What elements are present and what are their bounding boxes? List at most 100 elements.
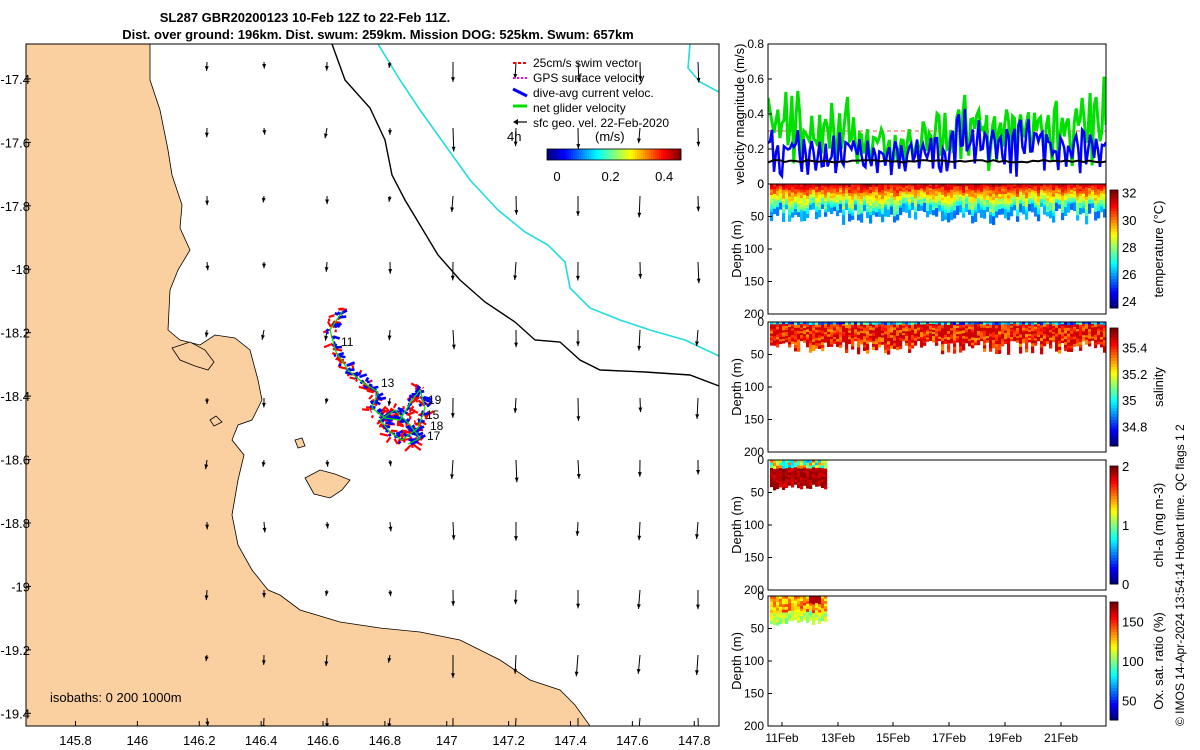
dive-avg-current — [399, 420, 405, 424]
section-cell — [956, 332, 960, 335]
section-cell — [1082, 188, 1086, 192]
section-cell — [857, 337, 861, 342]
section-cell — [980, 196, 984, 200]
section-cell — [917, 197, 921, 201]
section-cell — [929, 186, 933, 189]
section-cell — [782, 483, 786, 488]
section-cell — [1022, 324, 1026, 327]
section-cell — [923, 185, 927, 189]
colorbar-swatch — [547, 149, 550, 160]
section-cell — [869, 323, 873, 327]
section-cell — [806, 617, 810, 621]
section-cell — [782, 471, 786, 476]
section-cell — [791, 328, 795, 332]
section-cell — [800, 601, 804, 605]
section-cell — [857, 205, 861, 209]
section-cell — [890, 188, 894, 192]
section-cell — [932, 331, 936, 335]
section-cell — [908, 340, 912, 344]
section-cell — [860, 195, 864, 200]
section-cell — [1043, 331, 1047, 335]
section-cell — [887, 199, 891, 203]
section-cell — [1046, 209, 1050, 213]
section-cell — [1064, 333, 1068, 337]
section-cell — [803, 330, 807, 333]
section-cell — [1085, 333, 1089, 336]
section-cell — [782, 192, 786, 197]
section-cell — [1016, 328, 1020, 331]
section-cell — [887, 209, 891, 218]
section-colorbar-swatch — [1110, 516, 1118, 520]
section-cell — [1076, 338, 1080, 342]
section-cell — [953, 328, 957, 332]
section-colorbar-tick-label: 34.8 — [1122, 419, 1147, 434]
geo-velocity-arrow — [263, 717, 265, 726]
section-cell — [794, 322, 798, 326]
section-cell — [932, 333, 936, 337]
section-cell — [788, 202, 792, 207]
section-cell — [917, 338, 921, 342]
section-cell — [818, 337, 822, 342]
section-cell — [878, 195, 882, 199]
section-cell — [1028, 190, 1032, 193]
colorbar-tick-label: 0.2 — [602, 169, 620, 184]
section-colorbar-swatch — [1110, 708, 1118, 712]
section-cell — [1079, 200, 1083, 204]
section-cell — [815, 340, 819, 344]
section-cell — [1082, 327, 1086, 330]
section-colorbar-swatch — [1110, 296, 1118, 300]
section-colorbar-frame — [1109, 327, 1119, 447]
section-cell — [980, 209, 984, 218]
section-cell — [983, 345, 987, 349]
section-cell — [872, 205, 876, 209]
section-cell — [1064, 347, 1068, 352]
swim-vector — [413, 420, 416, 423]
section-colorbar-swatch — [1110, 533, 1118, 538]
colorbar-swatch — [587, 149, 590, 160]
section-cell — [1031, 193, 1035, 197]
section-colorbar-swatch — [1110, 266, 1118, 271]
section-cell — [803, 607, 807, 611]
section-cell — [833, 339, 837, 342]
section-cell — [932, 202, 936, 206]
section-cell — [803, 600, 807, 604]
colorbar-swatch — [653, 149, 656, 160]
section-cell — [794, 464, 798, 468]
section-cell — [929, 327, 933, 330]
section-cell — [872, 322, 876, 326]
section-cell — [779, 612, 783, 616]
colorbar-swatch — [623, 149, 626, 160]
section-cell — [779, 328, 783, 332]
section-cell — [977, 191, 981, 195]
section-cell — [794, 189, 798, 193]
section-cell — [914, 324, 918, 328]
section-cell — [794, 605, 798, 609]
section-cell — [1103, 208, 1107, 218]
section-cell — [836, 331, 840, 335]
section-cell — [893, 209, 897, 214]
section-colorbar-swatch — [1110, 287, 1118, 291]
section-cell — [803, 200, 807, 204]
section-cell — [1040, 202, 1044, 207]
section-cell — [815, 192, 819, 196]
section-cell — [1007, 328, 1011, 333]
section-cell — [977, 203, 981, 214]
section-cell — [995, 328, 999, 332]
section-cell — [920, 188, 924, 192]
section-cell — [809, 600, 813, 604]
section-cell — [1001, 329, 1005, 333]
section-cell — [1079, 333, 1083, 337]
dive-avg-current — [325, 331, 329, 335]
section-cell — [1022, 197, 1026, 200]
section-cell — [965, 322, 969, 325]
section-cell — [929, 190, 933, 193]
colorbar-swatch — [609, 149, 612, 160]
section-colorbar-swatch — [1110, 246, 1118, 250]
section-cell — [1064, 339, 1068, 343]
section-cell — [830, 195, 834, 199]
section-cell — [977, 324, 981, 328]
section-cell — [776, 341, 780, 345]
section-cell — [1037, 333, 1041, 336]
section-cell — [899, 184, 903, 187]
section-cell — [902, 199, 906, 202]
